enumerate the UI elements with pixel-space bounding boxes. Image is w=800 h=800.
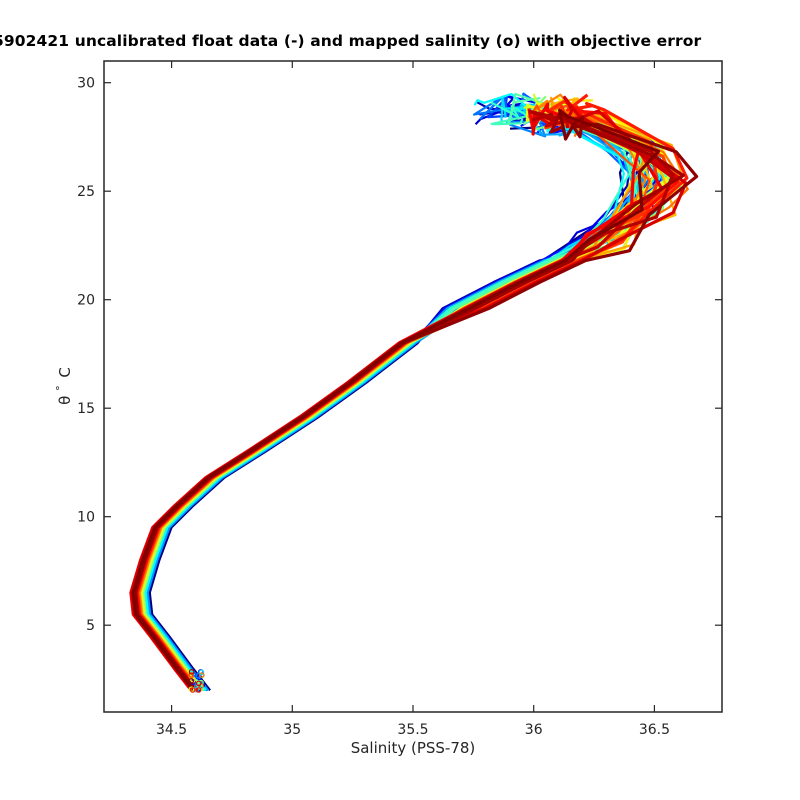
mapped-salinity-point bbox=[198, 669, 205, 676]
y-tick-label: 20 bbox=[77, 293, 95, 309]
mapped-salinity-point bbox=[188, 678, 195, 684]
mapped-salinity-point bbox=[193, 686, 200, 693]
y-tick-label: 15 bbox=[77, 401, 95, 417]
x-tick-label: 36.5 bbox=[639, 722, 670, 738]
x-axis-ticks: 34.5 35 35.5 36 36.5 bbox=[156, 61, 670, 738]
y-axis-label-unit: C bbox=[56, 367, 74, 377]
y-axis-label: θ ° C bbox=[50, 367, 74, 405]
x-tick-label: 34.5 bbox=[156, 722, 187, 738]
y-axis-label-degree: ° bbox=[54, 385, 67, 391]
chart-title: 5902421 uncalibrated float data (-) and … bbox=[0, 32, 702, 50]
y-axis-label-symbol: θ bbox=[56, 396, 74, 405]
y-tick-label: 25 bbox=[77, 184, 95, 200]
x-axis-label: Salinity (PSS-78) bbox=[351, 739, 476, 757]
x-tick-label: 35 bbox=[283, 722, 301, 738]
x-tick-label: 35.5 bbox=[397, 722, 428, 738]
profile-line bbox=[131, 108, 661, 692]
mapped-salinity-point bbox=[198, 672, 205, 678]
mapped-salinity-point bbox=[195, 672, 202, 679]
x-tick-label: 36 bbox=[525, 722, 543, 738]
plot-area bbox=[104, 61, 722, 712]
mapped-salinity-point bbox=[189, 687, 196, 693]
y-tick-label: 10 bbox=[77, 510, 95, 526]
y-tick-label: 5 bbox=[86, 618, 95, 634]
y-axis-ticks: 5 10 15 20 25 30 bbox=[77, 76, 722, 634]
mapped-salinity-point bbox=[195, 687, 202, 693]
mapped-salinity-point bbox=[188, 672, 195, 678]
profile-lines bbox=[129, 92, 699, 692]
mapped-salinity-points bbox=[188, 668, 205, 693]
mapped-salinity-point bbox=[188, 668, 195, 675]
mapped-salinity-point bbox=[195, 680, 202, 687]
y-tick-label: 30 bbox=[77, 76, 95, 92]
